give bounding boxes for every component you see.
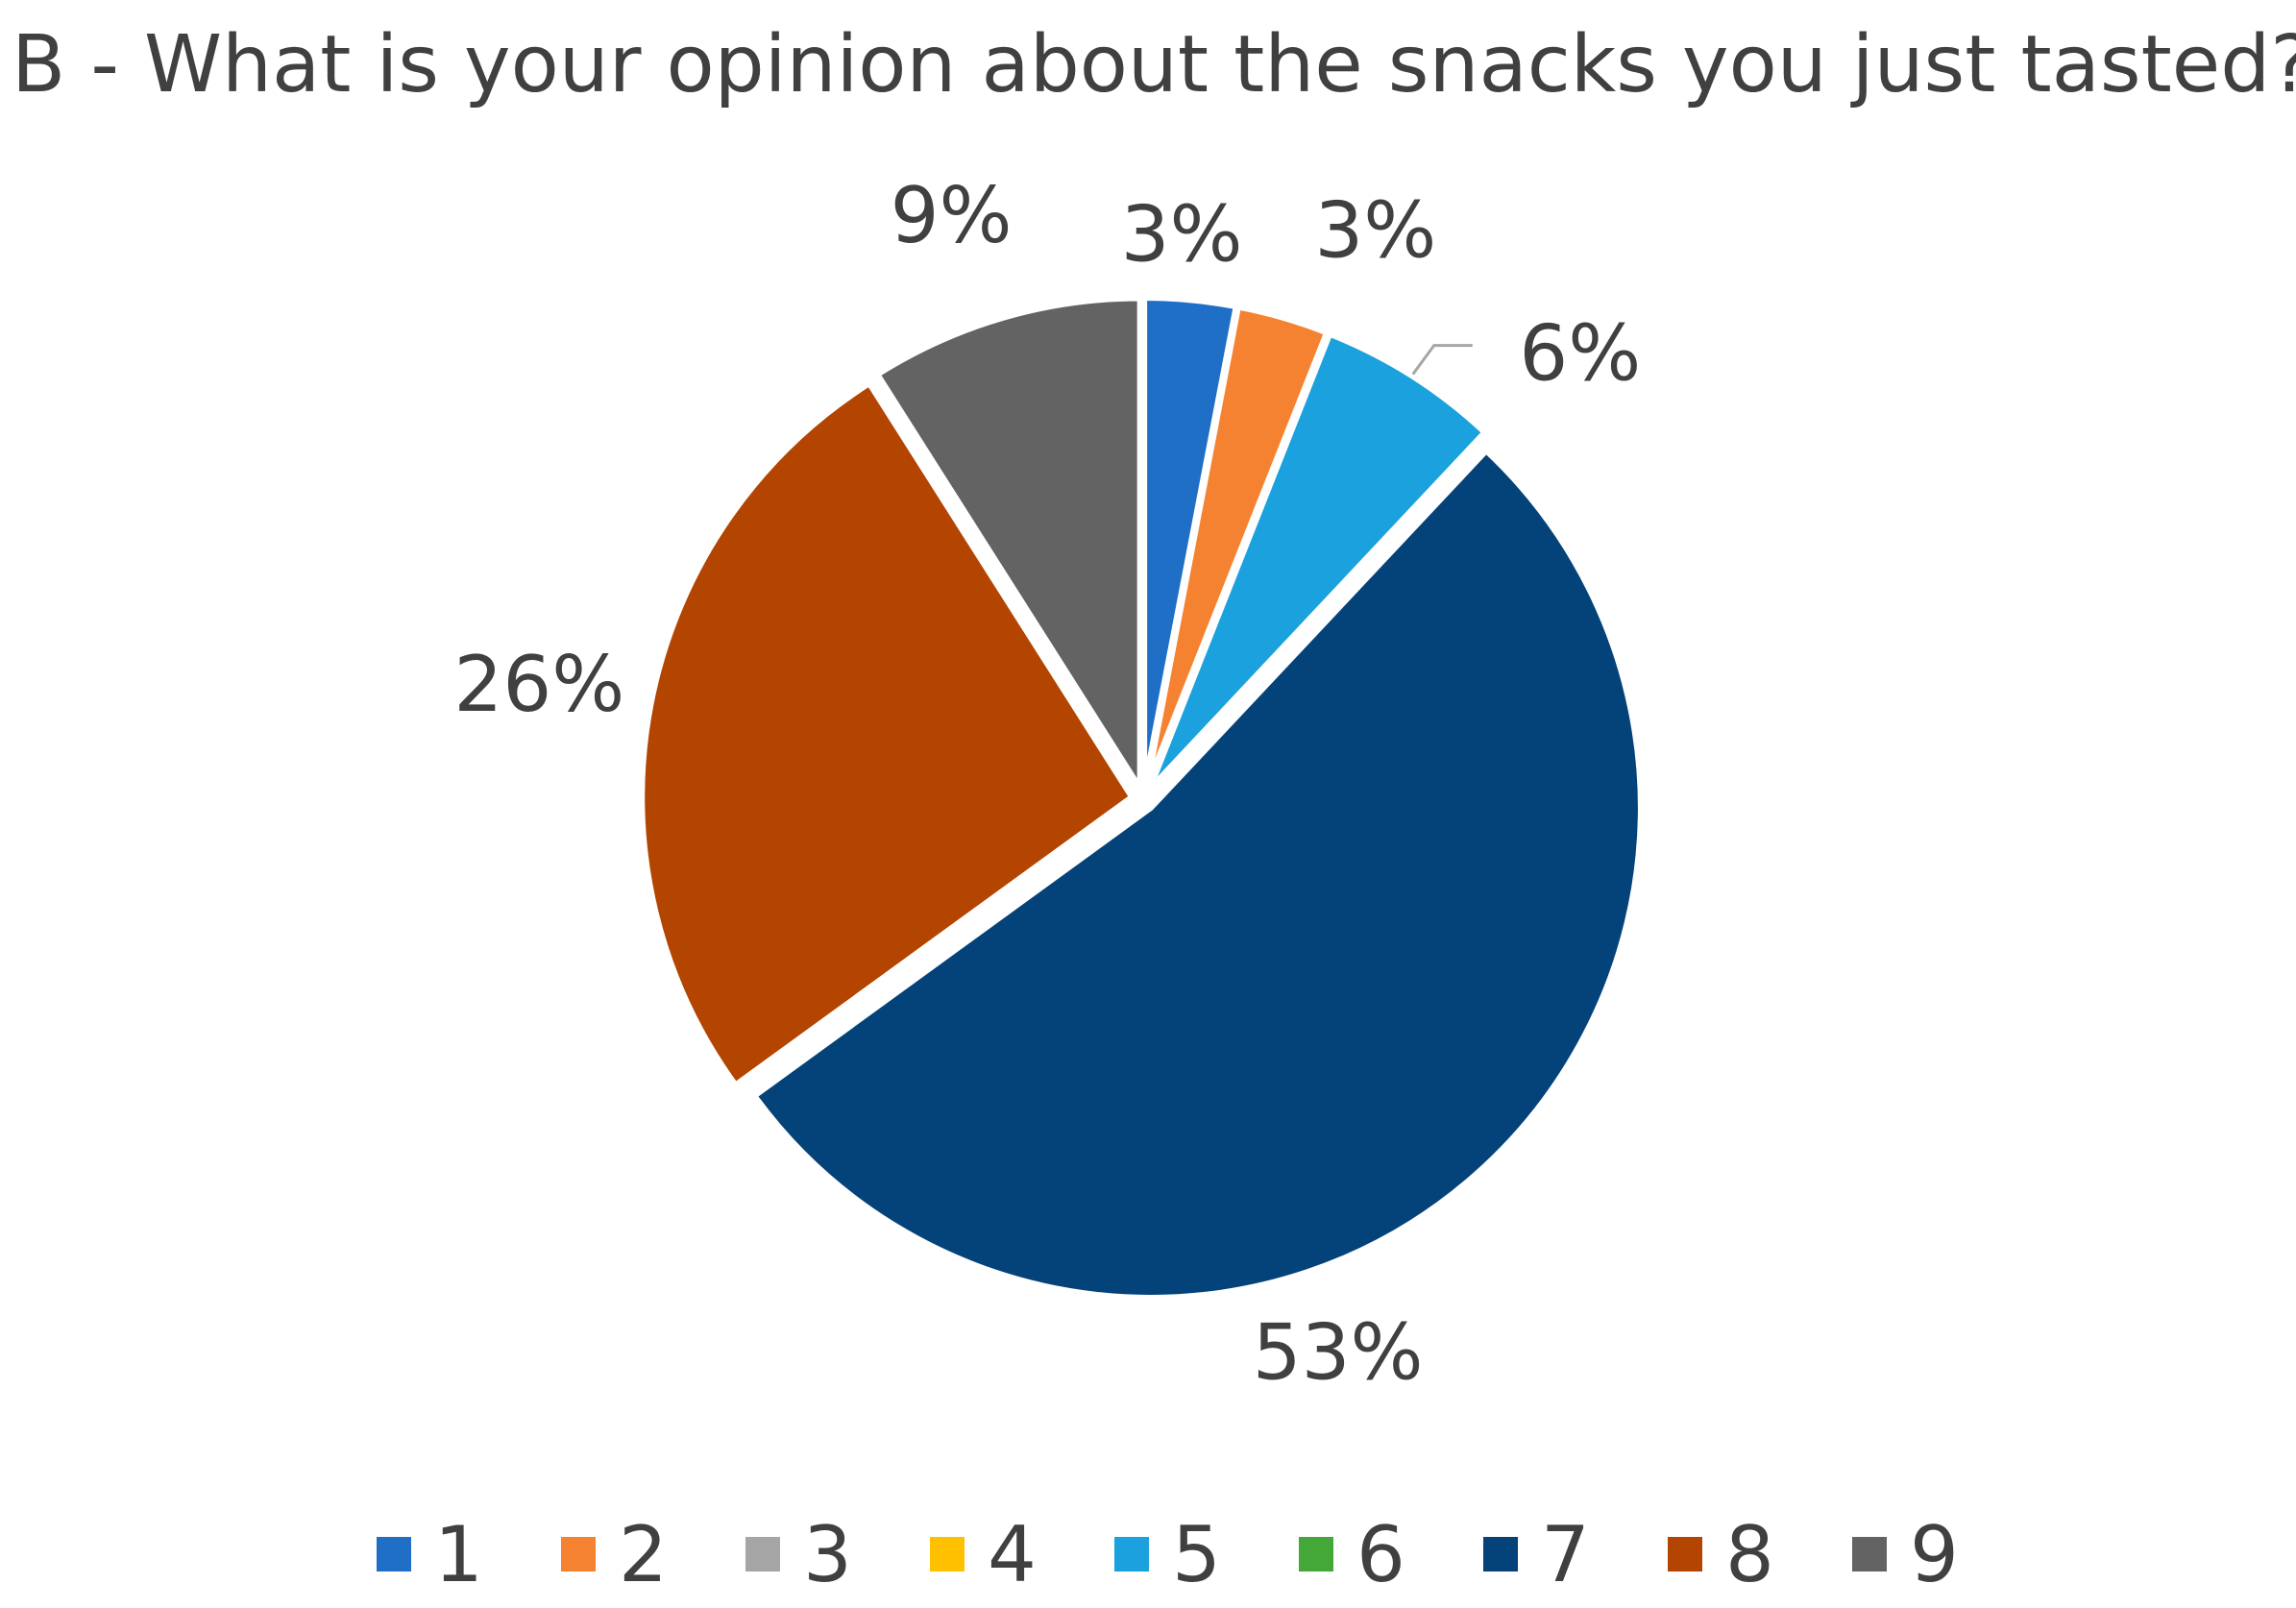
data-label-2: 3% [1314,185,1436,275]
legend-label-8: 8 [1725,1510,1774,1599]
legend-label-7: 7 [1541,1510,1590,1599]
legend-swatch-9 [1852,1537,1887,1571]
pie-slices [639,295,1644,1301]
legend-swatch-8 [1668,1537,1702,1571]
pie-slice-9 [874,295,1143,792]
leader-line-5 [1411,344,1473,376]
data-labels: 3% 3% 6% 53% 26% 9% [453,171,1641,1397]
pie-slice-5 [1146,330,1488,792]
data-label-7: 53% [1253,1307,1424,1397]
pie-slice-2 [1143,304,1331,792]
legend-label-4: 4 [988,1510,1037,1599]
pie-slice-8 [639,380,1136,1088]
data-label-5: 6% [1519,309,1641,399]
leader-lines [1411,344,1473,376]
legend-swatch-3 [745,1537,780,1571]
legend-label-3: 3 [803,1510,852,1599]
chart-title: B - What is your opinion about the snack… [12,19,2296,110]
legend-label-6: 6 [1356,1510,1405,1599]
data-label-9: 9% [891,171,1013,260]
legend-swatch-2 [561,1537,596,1571]
data-label-1: 3% [1121,189,1243,279]
legend-label-2: 2 [619,1510,668,1599]
legend-label-1: 1 [434,1510,483,1599]
legend-label-9: 9 [1910,1510,1959,1599]
legend-swatch-7 [1483,1537,1518,1571]
pie-slice-7 [751,448,1644,1301]
legend-swatch-6 [1299,1537,1333,1571]
legend-swatch-1 [377,1537,411,1571]
legend: 1 2 3 4 5 6 7 8 9 [377,1510,1959,1599]
legend-swatch-5 [1114,1537,1149,1571]
legend-swatch-4 [930,1537,965,1571]
legend-label-5: 5 [1172,1510,1221,1599]
data-label-8: 26% [453,640,624,729]
